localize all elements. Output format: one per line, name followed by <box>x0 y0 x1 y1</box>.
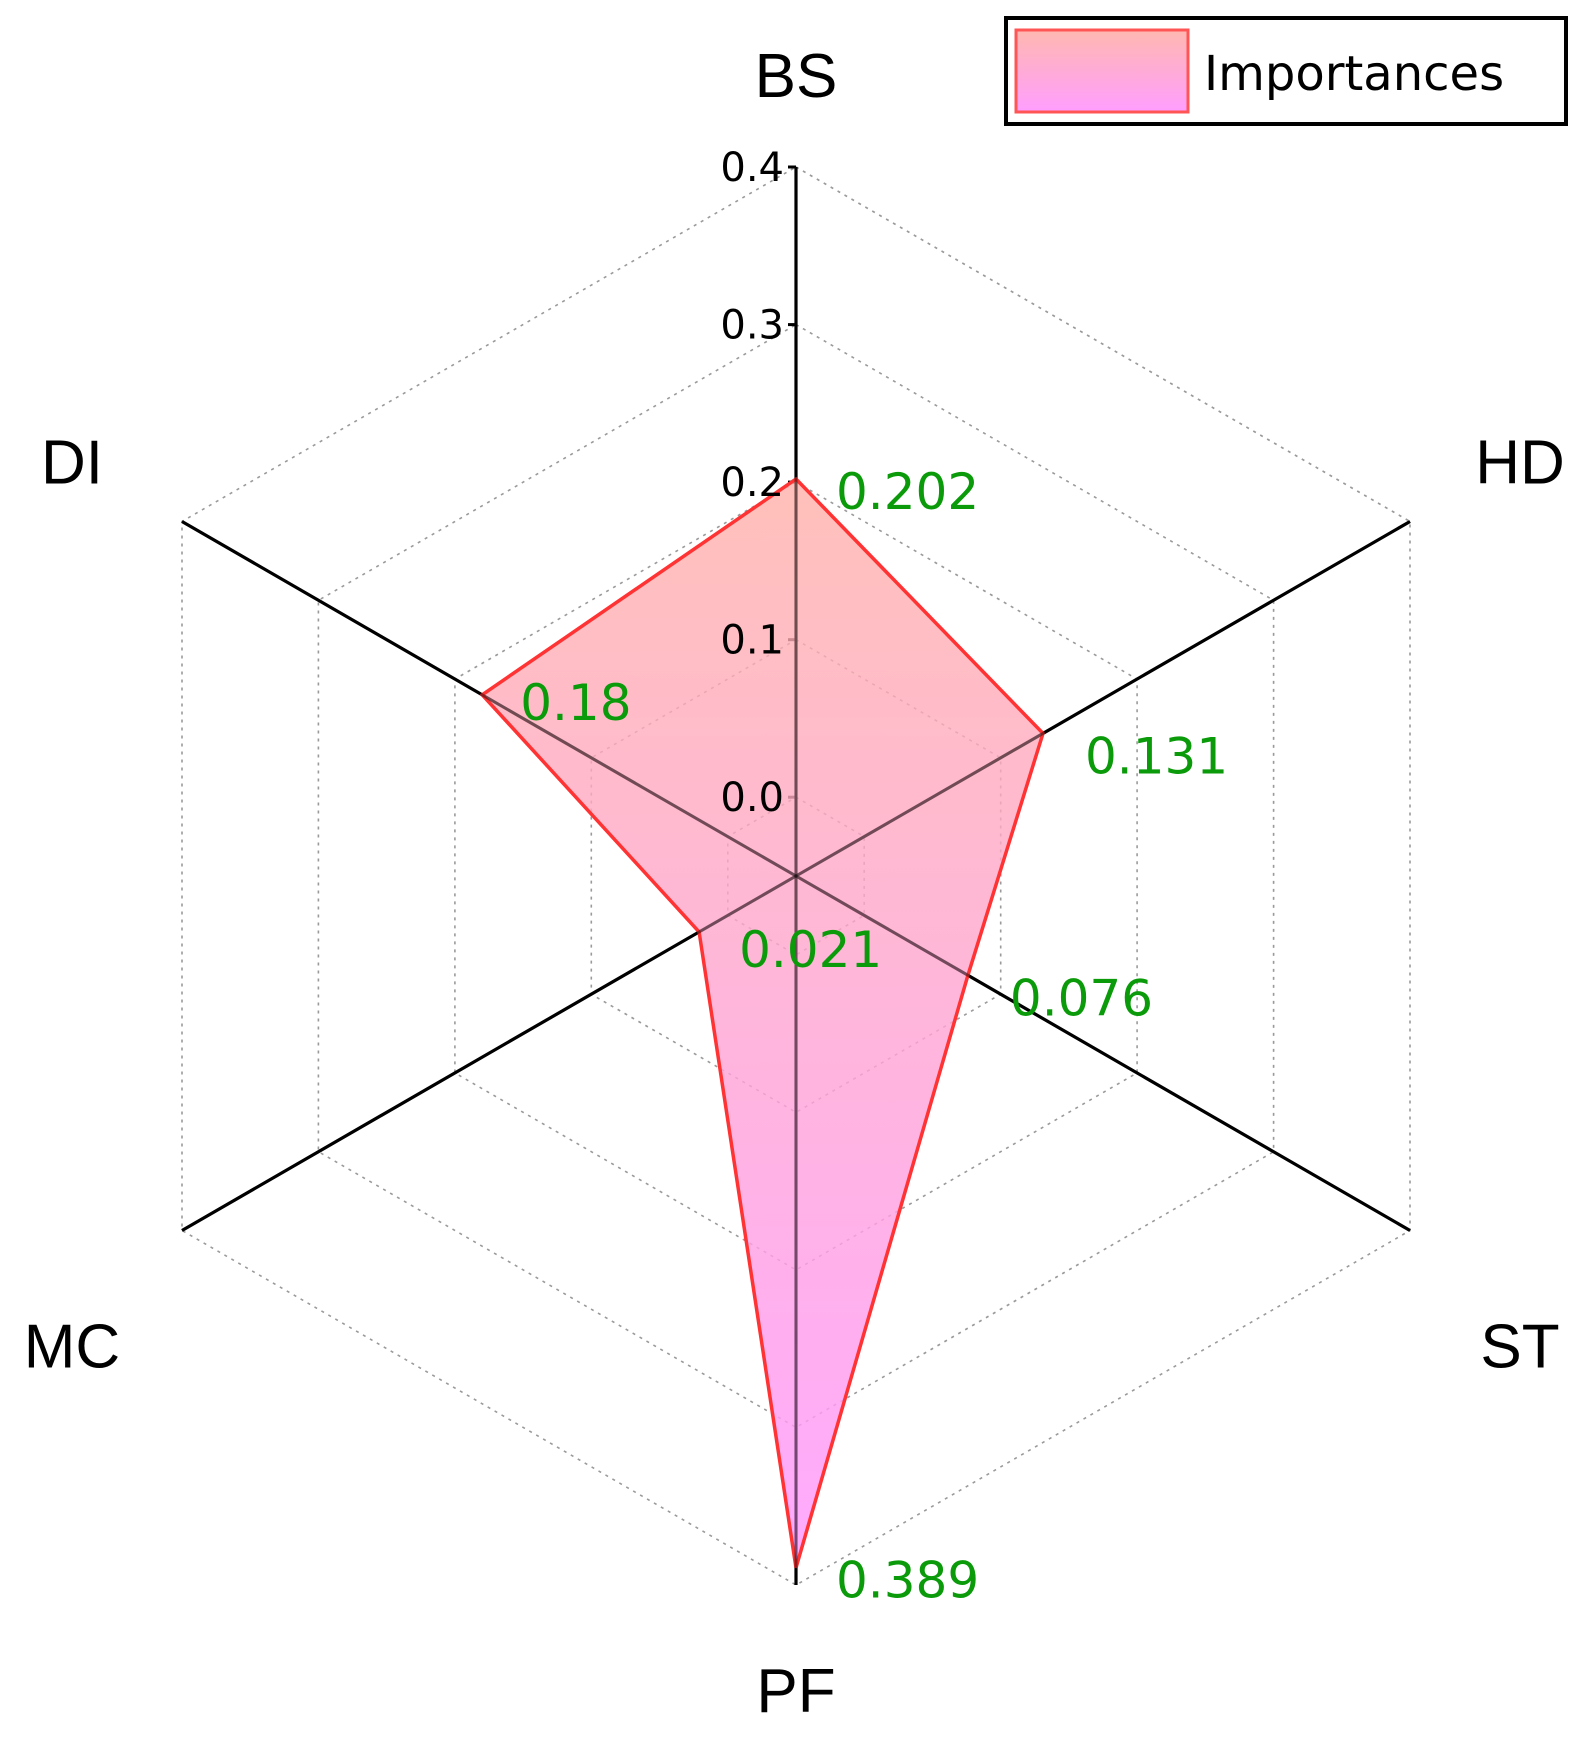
axis-label-pf: PF <box>756 1657 835 1726</box>
axis-overlay-di <box>181 520 797 878</box>
value-label-st: 0.076 <box>1010 969 1153 1027</box>
value-label-bs: 0.202 <box>836 463 979 521</box>
value-label-mc: 0.021 <box>739 921 882 979</box>
legend: Importances <box>1004 16 1568 126</box>
series <box>181 167 1411 1585</box>
axis-labels: BS HD ST PF MC DI <box>24 42 1565 1726</box>
value-label-di: 0.18 <box>520 674 631 732</box>
legend-label: Importances <box>1204 46 1504 102</box>
value-label-pf: 0.389 <box>836 1552 979 1610</box>
axis-label-di: DI <box>41 429 103 498</box>
axis-overlay-hd <box>795 520 1411 878</box>
radial-tick-label: 0.0 <box>720 775 784 821</box>
axis-label-mc: MC <box>24 1313 120 1382</box>
radial-tick-label: 0.1 <box>720 618 784 664</box>
radial-ticks: 0.0 0.1 0.2 0.3 0.4 <box>720 145 784 821</box>
series-area-0 <box>479 476 1045 1569</box>
axis-label-st: ST <box>1480 1313 1559 1382</box>
value-labels: 0.202 0.131 0.076 0.389 0.021 0.18 <box>520 463 1228 1610</box>
axis-line-mc <box>181 874 797 1232</box>
axis-label-hd: HD <box>1475 429 1565 498</box>
radial-tick-label: 0.2 <box>720 460 784 506</box>
axis-overlay-mc <box>181 874 797 1232</box>
value-label-hd: 0.131 <box>1085 727 1228 785</box>
axis-overlay-st <box>795 874 1411 1232</box>
axis-label-bs: BS <box>755 42 838 111</box>
radial-tick-label: 0.3 <box>720 303 784 349</box>
legend-swatch <box>1014 28 1190 114</box>
radial-tick-label: 0.4 <box>720 145 784 191</box>
